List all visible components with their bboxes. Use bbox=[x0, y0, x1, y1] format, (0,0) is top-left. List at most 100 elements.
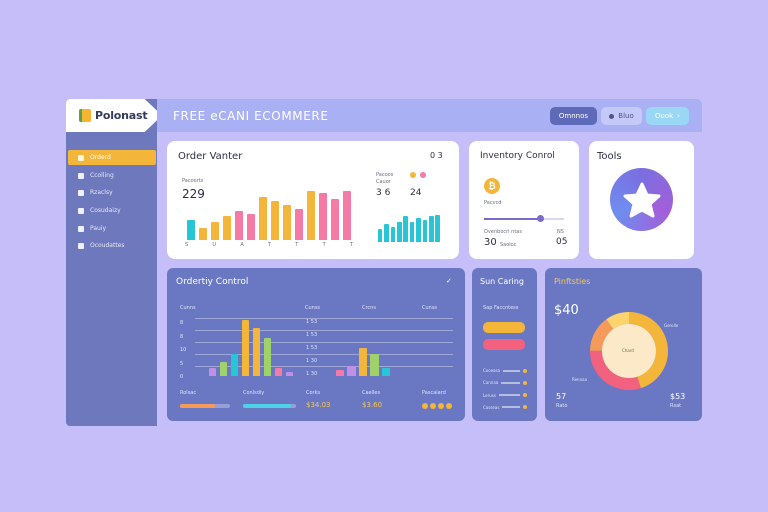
x-tick-label: T bbox=[349, 242, 353, 248]
grid-line bbox=[195, 342, 453, 343]
bluo-button[interactable]: Bluo bbox=[601, 107, 642, 125]
sidebar-item-cosudaizy[interactable]: Cosudaizy bbox=[68, 203, 156, 218]
inventory-value-left: 30 bbox=[484, 237, 497, 248]
bar bbox=[246, 214, 256, 240]
dot-icon bbox=[446, 403, 452, 409]
tools-card-title: Tools bbox=[597, 151, 622, 162]
bar bbox=[335, 370, 344, 376]
bar bbox=[416, 218, 421, 242]
bar bbox=[422, 220, 428, 242]
x-tick-label: S bbox=[185, 242, 189, 248]
inventory-small-right: NS bbox=[557, 229, 564, 235]
donut-center-label: Chard bbox=[622, 348, 634, 353]
bar bbox=[397, 221, 402, 242]
donut-bottom-left-sub: Rato bbox=[556, 403, 568, 409]
donut-label-right: Gerolle bbox=[664, 323, 679, 328]
donut-card-title: Pinftsties bbox=[554, 277, 591, 286]
bar bbox=[234, 210, 244, 240]
y-tick-label: 8 bbox=[180, 333, 184, 340]
sidebar-item-ocoudattes[interactable]: Ocoudattes bbox=[68, 238, 156, 253]
sun-row: Cooeasa bbox=[483, 368, 527, 373]
ordertity-bar-chart bbox=[207, 316, 295, 376]
order-card-menu[interactable]: 0 3 bbox=[430, 151, 443, 160]
donut-value: $40 bbox=[554, 303, 579, 318]
logo-icon bbox=[79, 109, 91, 122]
slider-track[interactable] bbox=[484, 215, 564, 222]
star-icon[interactable] bbox=[610, 168, 673, 231]
bar bbox=[230, 354, 239, 376]
sun-row: Casseas bbox=[483, 405, 527, 410]
omnnos-button[interactable]: Omnnos bbox=[550, 107, 597, 125]
slider-label: Ovenbocrl ntas bbox=[484, 229, 522, 235]
mid-value: 1 53 bbox=[306, 319, 318, 325]
slider-handle[interactable] bbox=[537, 215, 544, 222]
sidebar-item-pauiy[interactable]: Pauiy bbox=[68, 221, 156, 236]
sidebar-item-ccolling[interactable]: Ccolling bbox=[68, 168, 156, 183]
legend-label: Rolsac bbox=[180, 390, 197, 396]
order-left-value: 229 bbox=[182, 187, 205, 201]
order-mini-bar-chart bbox=[377, 210, 441, 242]
inventory-card bbox=[469, 141, 579, 259]
order-right-value-1: 3 6 bbox=[376, 188, 391, 198]
settings-icon bbox=[78, 242, 84, 249]
dot-icon bbox=[422, 403, 428, 409]
sun-row: Cannaa bbox=[483, 380, 527, 385]
bar bbox=[403, 216, 409, 242]
brand-name: Polonast bbox=[95, 109, 148, 122]
order-right-label-2: Cauor bbox=[376, 179, 391, 185]
bar bbox=[330, 198, 340, 240]
yellow-toggle[interactable] bbox=[483, 322, 525, 333]
dot-icon bbox=[523, 405, 527, 410]
bar bbox=[222, 216, 232, 240]
bar bbox=[208, 368, 217, 376]
order-right-label-1: Pacoos bbox=[376, 172, 394, 178]
coin-label: Pacvcd bbox=[484, 200, 502, 206]
legend-label: Caelles bbox=[362, 390, 381, 396]
grid-line bbox=[195, 318, 453, 319]
legend-dot-icon bbox=[410, 172, 416, 178]
sun-rows: Cooeasa Cannaa Leruss Casseas bbox=[483, 368, 527, 410]
sun-row-bar bbox=[501, 381, 520, 384]
oook-button[interactable]: Oook › bbox=[646, 107, 689, 125]
bar bbox=[263, 338, 272, 376]
bar bbox=[390, 227, 396, 242]
sidebar-item-orders[interactable]: Orderd bbox=[68, 150, 156, 165]
bar bbox=[377, 229, 383, 242]
x-tick-label: T bbox=[295, 242, 299, 248]
bottom-value: $3.60 bbox=[362, 401, 383, 409]
donut-bottom-left: 57 bbox=[556, 392, 567, 401]
donut-center bbox=[602, 324, 656, 378]
star-shape bbox=[623, 182, 660, 217]
ordertity-card-title: Ordertiy Control bbox=[176, 277, 249, 287]
sidebar-item-rzaclsy[interactable]: Rzaclsy bbox=[68, 185, 156, 200]
donut-chart bbox=[590, 312, 668, 390]
mid-values: 1 53 1 53 1 53 1 30 1 30 bbox=[306, 319, 317, 377]
bar bbox=[210, 222, 220, 240]
red-toggle[interactable] bbox=[483, 339, 525, 350]
col-label: Cunns bbox=[180, 305, 196, 311]
ordertity-card bbox=[167, 268, 465, 421]
x-tick-label: A bbox=[240, 242, 244, 248]
dot-icon bbox=[438, 403, 444, 409]
bar bbox=[241, 320, 250, 376]
dot-icon bbox=[523, 368, 527, 373]
col-label: Cunss bbox=[305, 305, 321, 311]
donut-slice bbox=[590, 312, 668, 390]
bar bbox=[409, 221, 415, 242]
progress-bar bbox=[180, 404, 230, 408]
sidebar bbox=[66, 99, 157, 426]
bar bbox=[282, 204, 292, 240]
y-tick-label: 10 bbox=[180, 347, 187, 353]
bar bbox=[219, 362, 228, 376]
dot-icon bbox=[609, 113, 615, 119]
donut-label-left: Rennaa bbox=[572, 377, 588, 382]
bottom-value: $34.03 bbox=[306, 401, 331, 409]
y-tick-label: 5 bbox=[180, 360, 184, 367]
bar bbox=[435, 214, 441, 242]
coin-icon: ₿ bbox=[484, 178, 500, 194]
sun-row-bar bbox=[498, 394, 520, 397]
x-tick-label: U bbox=[212, 242, 217, 248]
dot-icon bbox=[523, 380, 527, 385]
mid-value: 1 30 bbox=[306, 371, 318, 377]
bar bbox=[429, 216, 434, 242]
